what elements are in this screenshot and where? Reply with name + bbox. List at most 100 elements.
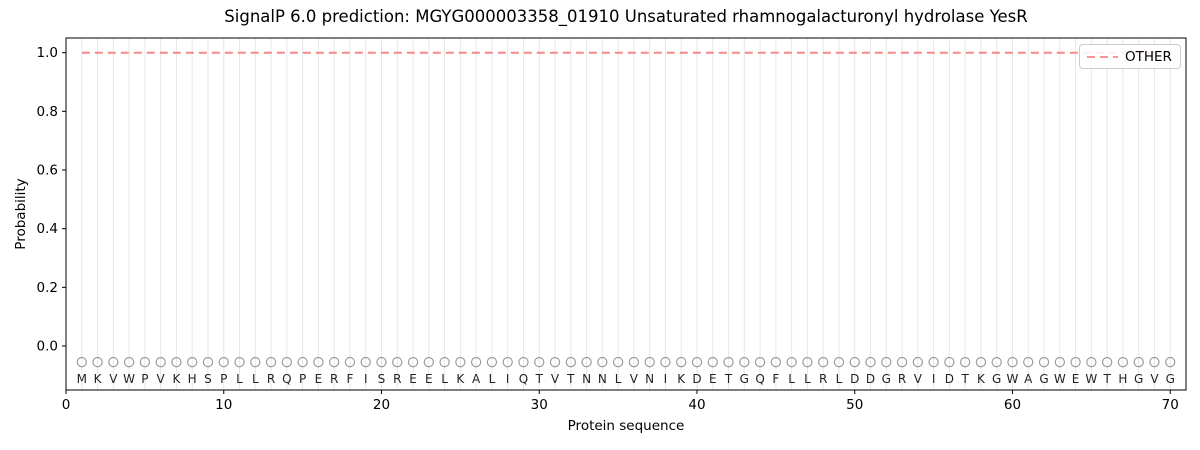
residue-letter: V [630, 372, 639, 386]
residue-letter: L [236, 372, 243, 386]
y-tick-label: 0.8 [37, 104, 58, 120]
residue-letter: P [141, 372, 148, 386]
residue-marker [376, 356, 387, 368]
residue-marker [597, 356, 608, 368]
residue-letter: D [866, 372, 875, 386]
y-tick-label: 1.0 [37, 45, 58, 61]
residue-letter: I [932, 372, 936, 386]
residue-marker [328, 356, 340, 368]
x-tick-label: 60 [1004, 397, 1021, 413]
residue-letter: E [315, 372, 323, 386]
residue-marker [518, 356, 529, 368]
plot-border [65, 37, 1187, 391]
residue-letter: E [425, 372, 433, 386]
residue-marker [723, 356, 734, 368]
residue-marker [297, 356, 308, 368]
residue-letter: K [977, 372, 986, 386]
chart-title: SignalP 6.0 prediction: MGYG000003358_01… [224, 7, 1028, 26]
residue-marker [186, 356, 198, 368]
residue-letter: L [489, 372, 496, 386]
residue-letter: L [252, 372, 259, 386]
residue-letter: R [267, 372, 275, 386]
residue-marker [628, 356, 640, 368]
residue-marker [565, 356, 576, 368]
residue-marker [502, 356, 513, 368]
residue-marker [1149, 356, 1160, 368]
residue-marker [1117, 356, 1129, 368]
residue-marker [786, 356, 797, 368]
residue-marker [660, 356, 671, 368]
residue-letter: K [172, 372, 181, 386]
residue-marker [344, 356, 356, 368]
residue-marker [817, 356, 829, 368]
residue-marker [612, 356, 624, 368]
residue-letter: F [346, 372, 353, 386]
residue-letter: D [692, 372, 701, 386]
residue-marker [218, 356, 229, 368]
residue-marker [865, 356, 876, 368]
residue-letter: G [740, 372, 749, 386]
residue-letter: W [123, 372, 135, 386]
residue-letter: R [898, 372, 906, 386]
x-tick-label: 40 [688, 397, 705, 413]
residue-letter: I [364, 372, 368, 386]
residue-letter: K [677, 372, 686, 386]
residue-letter: G [992, 372, 1001, 386]
residue-letter: K [456, 372, 465, 386]
residue-letter: Q [519, 372, 528, 386]
residue-letter: I [664, 372, 668, 386]
residue-marker [959, 356, 971, 368]
residue-letter: L [804, 372, 811, 386]
residue-marker [407, 356, 419, 368]
residue-marker [754, 356, 766, 368]
y-tick-label: 0.2 [37, 280, 58, 296]
residue-marker [881, 356, 892, 368]
residue-marker [1007, 356, 1018, 368]
residue-marker [234, 356, 245, 368]
x-tick-label: 70 [1162, 397, 1179, 413]
residue-letter: T [1102, 372, 1111, 386]
residue-letter: V [157, 372, 166, 386]
residue-letter: S [378, 372, 386, 386]
residue-letter: L [615, 372, 622, 386]
residue-marker [912, 356, 924, 368]
residue-marker [676, 356, 687, 368]
residue-letter: T [724, 372, 733, 386]
y-tick-label: 0.4 [37, 221, 58, 237]
residue-letter: K [94, 372, 103, 386]
x-tick-label: 10 [215, 397, 232, 413]
residue-letter: N [645, 372, 654, 386]
residue-marker [202, 356, 214, 368]
residue-marker [707, 356, 718, 368]
residue-marker [92, 356, 103, 368]
residue-marker [1101, 356, 1113, 368]
residue-letter: V [914, 372, 923, 386]
residue-marker [802, 356, 813, 368]
residue-marker [534, 356, 545, 368]
x-tick-label: 30 [531, 397, 548, 413]
residue-marker [439, 356, 450, 368]
residue-marker [1023, 356, 1034, 368]
residue-letter: L [788, 372, 795, 386]
x-tick-label: 50 [846, 397, 863, 413]
residue-marker [1133, 356, 1144, 368]
residue-letter: F [772, 372, 779, 386]
residue-marker [470, 356, 482, 368]
residue-letter: T [960, 372, 969, 386]
residue-letter: I [506, 372, 510, 386]
residue-marker [123, 356, 135, 368]
residue-letter: A [472, 372, 481, 386]
residue-letter: N [598, 372, 607, 386]
residue-letter: Q [755, 372, 764, 386]
residue-letter: V [109, 372, 118, 386]
residue-marker [644, 356, 655, 368]
residue-letter: L [441, 372, 448, 386]
residue-marker [108, 356, 119, 368]
y-tick-label: 0.0 [37, 339, 58, 355]
residue-letter: D [945, 372, 954, 386]
residue-letter: P [220, 372, 227, 386]
residue-marker [549, 356, 561, 368]
residue-letter: G [882, 372, 891, 386]
legend-label: OTHER [1125, 48, 1172, 65]
